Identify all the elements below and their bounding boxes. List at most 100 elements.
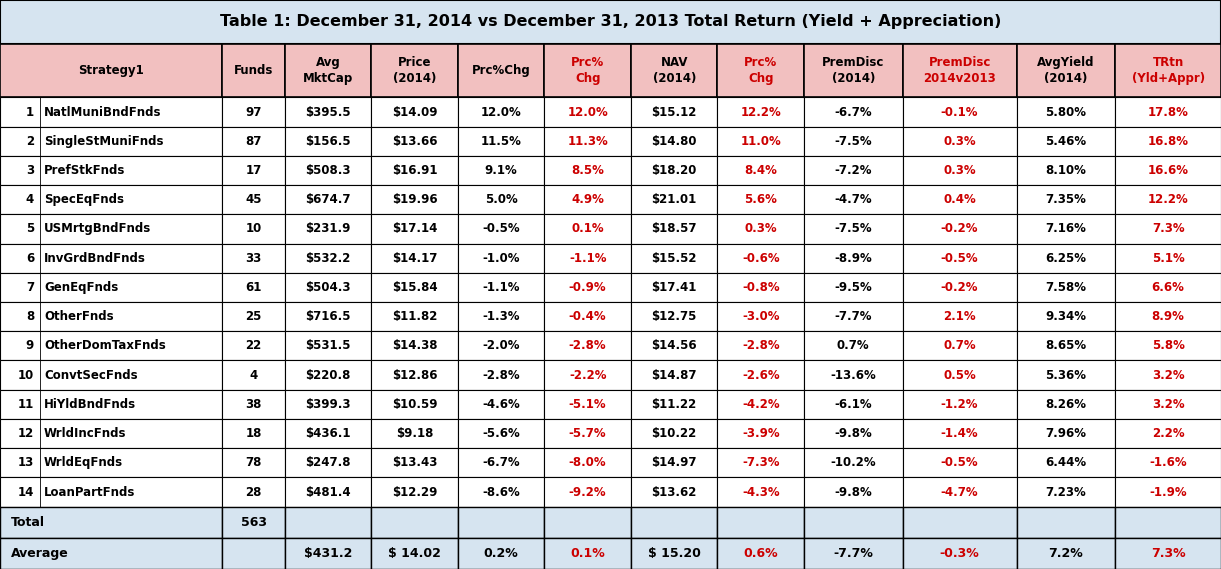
Text: 11.0%: 11.0%	[740, 135, 781, 148]
Text: SpecEqFnds: SpecEqFnds	[44, 193, 125, 206]
Bar	[1115, 477, 1221, 506]
Bar	[631, 331, 718, 361]
Bar	[803, 448, 902, 477]
Bar	[803, 156, 902, 185]
Bar	[718, 273, 803, 302]
Bar	[0, 477, 222, 506]
Text: -4.6%: -4.6%	[482, 398, 520, 411]
Text: LoanPartFnds: LoanPartFnds	[44, 485, 136, 498]
Bar	[1115, 215, 1221, 244]
Text: 2.2%: 2.2%	[1151, 427, 1184, 440]
Bar	[718, 44, 803, 97]
Bar	[284, 448, 371, 477]
Text: 1: 1	[26, 105, 34, 118]
Text: 7: 7	[26, 281, 34, 294]
Bar	[0, 0, 1221, 44]
Bar	[902, 361, 1017, 390]
Text: -1.2%: -1.2%	[941, 398, 978, 411]
Bar	[458, 477, 545, 506]
Text: $436.1: $436.1	[305, 427, 350, 440]
Bar	[284, 390, 371, 419]
Bar	[545, 506, 631, 538]
Bar	[902, 448, 1017, 477]
Bar	[1115, 156, 1221, 185]
Text: $14.80: $14.80	[652, 135, 697, 148]
Text: $19.96: $19.96	[392, 193, 437, 206]
Bar	[458, 390, 545, 419]
Text: $ 15.20: $ 15.20	[648, 547, 701, 560]
Text: -7.5%: -7.5%	[834, 222, 872, 236]
Bar	[371, 477, 458, 506]
Text: 45: 45	[245, 193, 261, 206]
Bar	[803, 215, 902, 244]
Bar	[371, 273, 458, 302]
Bar	[371, 361, 458, 390]
Bar	[803, 419, 902, 448]
Text: PremDisc
(2014): PremDisc (2014)	[822, 56, 884, 85]
Bar	[1017, 361, 1115, 390]
Bar	[222, 538, 284, 569]
Bar	[631, 302, 718, 331]
Bar	[1017, 273, 1115, 302]
Text: $10.59: $10.59	[392, 398, 437, 411]
Bar	[0, 390, 222, 419]
Bar	[1017, 97, 1115, 127]
Bar	[1115, 97, 1221, 127]
Bar	[371, 538, 458, 569]
Bar	[0, 156, 222, 185]
Bar	[718, 244, 803, 273]
Text: $17.41: $17.41	[652, 281, 697, 294]
Text: $399.3: $399.3	[305, 398, 350, 411]
Text: $508.3: $508.3	[305, 164, 350, 177]
Bar	[458, 127, 545, 156]
Text: ConvtSecFnds: ConvtSecFnds	[44, 369, 138, 382]
Bar	[545, 477, 631, 506]
Bar	[902, 244, 1017, 273]
Bar	[458, 538, 545, 569]
Text: $15.52: $15.52	[652, 251, 697, 265]
Bar	[631, 390, 718, 419]
Text: HiYldBndFnds: HiYldBndFnds	[44, 398, 137, 411]
Text: 5: 5	[26, 222, 34, 236]
Text: 8.26%: 8.26%	[1045, 398, 1087, 411]
Bar	[718, 390, 803, 419]
Bar	[1017, 331, 1115, 361]
Bar	[284, 302, 371, 331]
Bar	[284, 419, 371, 448]
Bar	[284, 331, 371, 361]
Bar	[803, 390, 902, 419]
Text: 13: 13	[18, 456, 34, 469]
Text: -0.8%: -0.8%	[742, 281, 779, 294]
Bar	[458, 97, 545, 127]
Text: -7.3%: -7.3%	[742, 456, 779, 469]
Text: 7.96%: 7.96%	[1045, 427, 1087, 440]
Text: 6.25%: 6.25%	[1045, 251, 1087, 265]
Text: $10.22: $10.22	[652, 427, 697, 440]
Bar	[718, 97, 803, 127]
Bar	[222, 419, 284, 448]
Bar	[0, 331, 222, 361]
Text: $14.09: $14.09	[392, 105, 437, 118]
Text: $17.14: $17.14	[392, 222, 437, 236]
Text: $12.86: $12.86	[392, 369, 437, 382]
Bar	[0, 215, 222, 244]
Text: -4.3%: -4.3%	[742, 485, 779, 498]
Bar	[458, 44, 545, 97]
Text: $531.5: $531.5	[305, 339, 350, 352]
Bar	[458, 156, 545, 185]
Bar	[0, 44, 222, 97]
Text: 12: 12	[18, 427, 34, 440]
Text: -0.3%: -0.3%	[940, 547, 979, 560]
Text: 0.2%: 0.2%	[484, 547, 519, 560]
Bar	[1115, 506, 1221, 538]
Bar	[458, 302, 545, 331]
Text: -4.2%: -4.2%	[742, 398, 779, 411]
Text: $13.66: $13.66	[392, 135, 437, 148]
Bar	[803, 331, 902, 361]
Bar	[284, 273, 371, 302]
Bar	[1017, 215, 1115, 244]
Text: Table 1: December 31, 2014 vs December 31, 2013 Total Return (Yield + Appreciati: Table 1: December 31, 2014 vs December 3…	[220, 14, 1001, 30]
Bar	[222, 273, 284, 302]
Text: -8.0%: -8.0%	[569, 456, 607, 469]
Text: -6.1%: -6.1%	[834, 398, 872, 411]
